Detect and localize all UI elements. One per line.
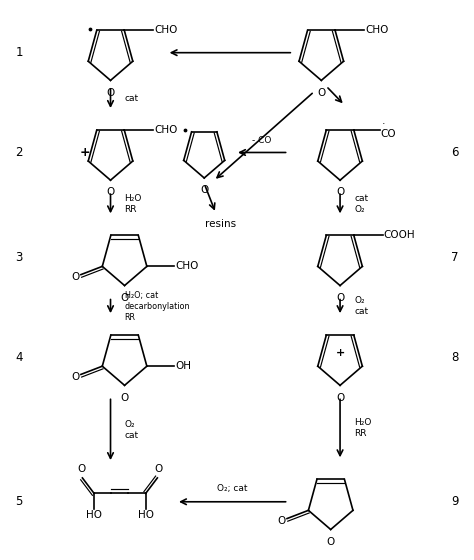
Text: O: O	[77, 464, 85, 474]
Text: 3: 3	[16, 251, 23, 264]
Text: O: O	[317, 87, 326, 97]
Text: CHO: CHO	[154, 25, 178, 35]
Text: 4: 4	[16, 351, 23, 364]
Text: CO: CO	[381, 129, 396, 139]
Text: CHO: CHO	[365, 25, 388, 35]
Text: COOH: COOH	[384, 230, 415, 240]
Text: 8: 8	[451, 351, 458, 364]
Text: 9: 9	[451, 495, 458, 508]
Text: resins: resins	[205, 219, 236, 229]
Text: O: O	[106, 87, 115, 97]
Text: 5: 5	[16, 495, 23, 508]
Text: CHO: CHO	[154, 125, 178, 135]
Text: - CO: - CO	[252, 136, 272, 145]
Text: cat: cat	[125, 94, 139, 103]
Text: H₂O
RR: H₂O RR	[354, 418, 372, 438]
Text: O: O	[120, 293, 129, 303]
Text: CHO: CHO	[175, 262, 198, 272]
Text: O: O	[120, 393, 129, 403]
Text: H₂O
RR: H₂O RR	[125, 194, 142, 214]
Text: O₂
cat: O₂ cat	[125, 419, 139, 440]
Text: O: O	[327, 536, 335, 547]
Text: +: +	[336, 348, 345, 358]
Text: HO: HO	[86, 510, 102, 520]
Text: O: O	[71, 372, 79, 382]
Text: cat
O₂: cat O₂	[354, 194, 368, 214]
Text: O: O	[336, 188, 344, 198]
Text: HO: HO	[137, 510, 154, 520]
Text: O: O	[277, 516, 285, 526]
Text: O₂
cat: O₂ cat	[354, 296, 368, 316]
Text: 2: 2	[16, 146, 23, 159]
Text: +: +	[80, 146, 91, 159]
Text: O₂; cat: O₂; cat	[217, 484, 247, 493]
Text: O: O	[336, 293, 344, 303]
Text: OH: OH	[175, 361, 191, 371]
Text: O: O	[336, 393, 344, 403]
Text: ˙: ˙	[381, 123, 386, 133]
Text: H₂O; cat
decarbonylation
RR: H₂O; cat decarbonylation RR	[125, 291, 190, 322]
Text: 7: 7	[451, 251, 458, 264]
Text: O: O	[71, 272, 79, 282]
Text: 1: 1	[16, 46, 23, 59]
Text: 6: 6	[451, 146, 458, 159]
Text: O: O	[106, 188, 115, 198]
Text: O: O	[200, 185, 209, 195]
Text: O: O	[155, 464, 163, 474]
